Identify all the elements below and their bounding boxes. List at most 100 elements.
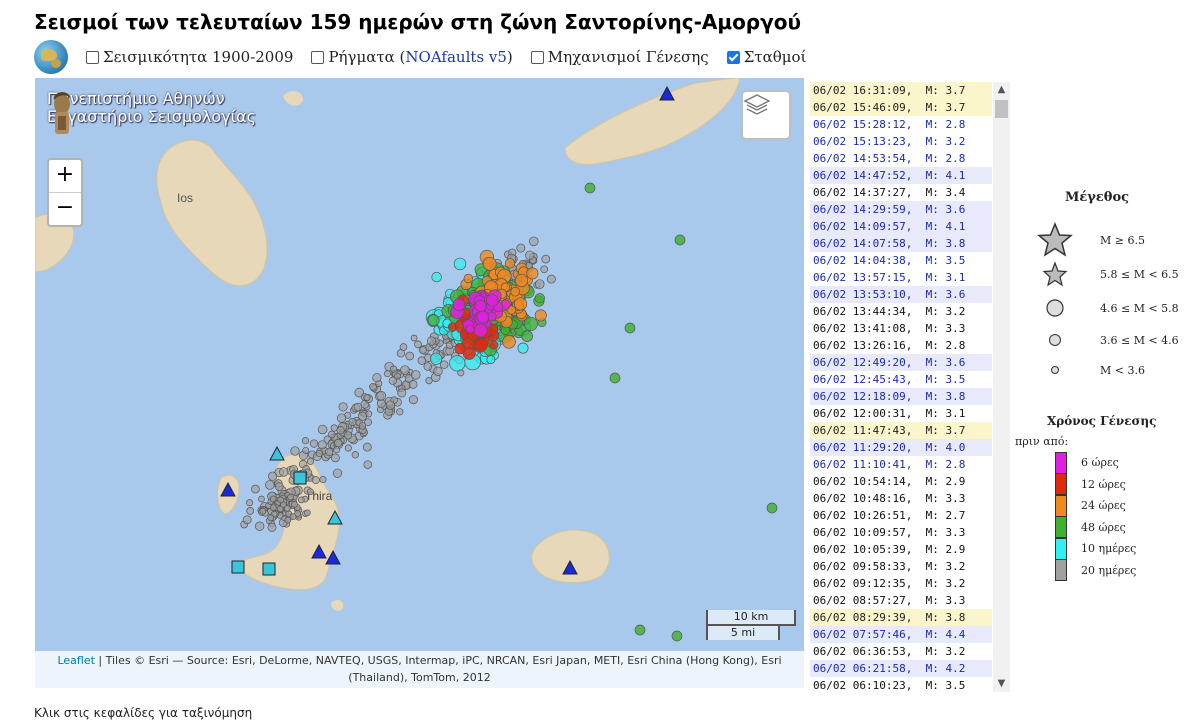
event-list-scrollbar[interactable]: ▲ ▼ — [993, 82, 1010, 692]
layers-button[interactable] — [741, 90, 791, 140]
event-row[interactable]: 06/02 13:44:34, M: 3.2 — [813, 305, 966, 318]
earthquake-marker[interactable] — [504, 258, 516, 269]
earthquake-marker[interactable] — [385, 400, 396, 410]
event-row[interactable]: 06/02 14:09:57, M: 4.1 — [810, 218, 992, 235]
earthquake-marker[interactable] — [330, 424, 338, 432]
earthquake-marker[interactable] — [246, 507, 255, 515]
earthquake-marker[interactable] — [474, 338, 488, 352]
event-row[interactable]: 06/02 15:46:09, M: 3.7 — [810, 99, 992, 116]
event-row[interactable]: 06/02 10:26:51, M: 2.7 — [813, 509, 966, 522]
earthquake-marker[interactable] — [414, 340, 422, 349]
earthquake-marker[interactable] — [332, 468, 343, 478]
earthquake-marker[interactable] — [400, 365, 410, 375]
earthquake-marker[interactable] — [449, 355, 466, 372]
earthquake-marker[interactable] — [516, 243, 526, 253]
earthquake-marker[interactable] — [324, 447, 334, 457]
earthquake-marker[interactable] — [463, 273, 473, 284]
earthquake-marker[interactable] — [674, 234, 686, 246]
earthquake-marker[interactable] — [331, 453, 340, 463]
event-row[interactable]: 06/02 11:47:43, M: 3.7 — [810, 422, 992, 439]
event-row[interactable]: 06/02 10:05:39, M: 2.9 — [813, 543, 966, 556]
earthquake-marker[interactable] — [376, 390, 387, 401]
earthquake-marker[interactable] — [486, 294, 499, 307]
earthquake-marker[interactable] — [336, 426, 345, 435]
earthquake-marker[interactable] — [317, 440, 327, 450]
scroll-up-icon[interactable]: ▲ — [997, 84, 1006, 95]
earthquake-marker[interactable] — [465, 324, 475, 334]
station-marker[interactable] — [562, 559, 578, 575]
earthquake-marker[interactable] — [246, 499, 254, 507]
earthquake-marker[interactable] — [408, 380, 418, 389]
earthquake-marker[interactable] — [364, 418, 372, 427]
earthquake-marker[interactable] — [525, 250, 535, 260]
earthquake-marker[interactable] — [388, 376, 397, 385]
earthquake-marker[interactable] — [766, 502, 778, 514]
earthquake-marker[interactable] — [251, 484, 260, 494]
event-row[interactable]: 06/02 13:57:15, M: 3.1 — [813, 271, 966, 284]
map-canvas[interactable]: Ios Thira — [35, 78, 804, 688]
earthquake-marker[interactable] — [336, 413, 347, 423]
earthquake-marker[interactable] — [259, 507, 267, 515]
earthquake-marker[interactable] — [343, 431, 352, 440]
earthquake-marker[interactable] — [333, 446, 341, 454]
earthquake-marker[interactable] — [268, 471, 278, 481]
map-view[interactable]: Ios Thira Πανεπιστήμιο Αθηνών Εργαστήριο… — [35, 78, 804, 688]
scroll-thumb[interactable] — [995, 100, 1008, 118]
station-marker[interactable] — [659, 85, 675, 101]
earthquake-marker[interactable] — [529, 236, 539, 247]
earthquake-marker[interactable] — [317, 424, 328, 435]
checkbox-box-checked[interactable] — [726, 50, 740, 64]
event-row[interactable]: 06/02 06:36:53, M: 3.2 — [813, 645, 966, 658]
event-row[interactable]: 06/02 13:26:16, M: 2.8 — [813, 339, 966, 352]
earthquake-marker[interactable] — [303, 509, 311, 517]
zoom-out-button[interactable]: − — [55, 195, 75, 220]
earthquake-marker[interactable] — [276, 505, 284, 513]
earthquake-marker[interactable] — [396, 408, 404, 416]
earthquake-marker[interactable] — [534, 279, 545, 289]
event-row[interactable]: 06/02 12:18:09, M: 3.8 — [810, 388, 992, 405]
noafaults-link[interactable]: NOAfaults v5 — [405, 48, 507, 66]
station-marker[interactable] — [327, 509, 343, 525]
checkbox-seismicity[interactable]: Σεισμικότητα 1900-2009 — [86, 48, 293, 66]
earthquake-marker[interactable] — [357, 411, 368, 421]
earthquake-marker[interactable] — [369, 382, 377, 391]
event-row[interactable]: 06/02 13:41:08, M: 3.3 — [813, 322, 966, 335]
event-row[interactable]: 06/02 09:58:33, M: 3.2 — [813, 560, 966, 573]
earthquake-marker[interactable] — [534, 293, 545, 304]
event-row[interactable]: 06/02 14:37:27, M: 3.4 — [813, 186, 966, 199]
earthquake-marker[interactable] — [258, 495, 265, 503]
earthquake-marker[interactable] — [269, 504, 277, 512]
earthquake-marker[interactable] — [362, 442, 372, 452]
earthquake-marker[interactable] — [396, 349, 406, 358]
earthquake-marker[interactable] — [514, 297, 528, 311]
earthquake-marker[interactable] — [410, 370, 421, 380]
earthquake-marker[interactable] — [502, 335, 516, 349]
earthquake-marker[interactable] — [348, 418, 357, 426]
earthquake-marker[interactable] — [439, 360, 449, 369]
earthquake-marker[interactable] — [397, 388, 407, 398]
event-row[interactable]: 06/02 12:00:31, M: 3.1 — [813, 407, 966, 420]
earthquake-marker[interactable] — [291, 501, 298, 508]
earthquake-marker[interactable] — [376, 399, 386, 408]
earthquake-marker[interactable] — [278, 467, 289, 477]
earthquake-markers[interactable] — [240, 182, 778, 642]
checkbox-faults[interactable]: Ρήγματα (NOAfaults v5) — [311, 48, 513, 66]
event-row[interactable]: 06/02 10:48:16, M: 3.3 — [813, 492, 966, 505]
earthquake-marker[interactable] — [671, 630, 683, 642]
earthquake-marker[interactable] — [372, 373, 382, 383]
earthquake-marker[interactable] — [284, 516, 292, 524]
earthquake-marker[interactable] — [363, 460, 373, 469]
earthquake-marker[interactable] — [526, 267, 539, 280]
event-row[interactable]: 06/02 15:28:12, M: 2.8 — [813, 118, 966, 131]
earthquake-marker[interactable] — [541, 254, 551, 264]
earthquake-marker[interactable] — [474, 299, 487, 312]
earthquake-marker[interactable] — [425, 377, 433, 385]
event-row[interactable]: 06/02 14:04:38, M: 3.5 — [813, 254, 966, 267]
earthquake-marker[interactable] — [354, 387, 365, 398]
earthquake-marker[interactable] — [277, 496, 284, 504]
earthquake-marker[interactable] — [255, 521, 265, 531]
event-row[interactable]: 06/02 06:10:23, M: 3.5 — [813, 679, 966, 692]
earthquake-marker[interactable] — [609, 372, 621, 384]
earthquake-marker[interactable] — [489, 340, 499, 350]
earthquake-marker[interactable] — [453, 257, 467, 271]
